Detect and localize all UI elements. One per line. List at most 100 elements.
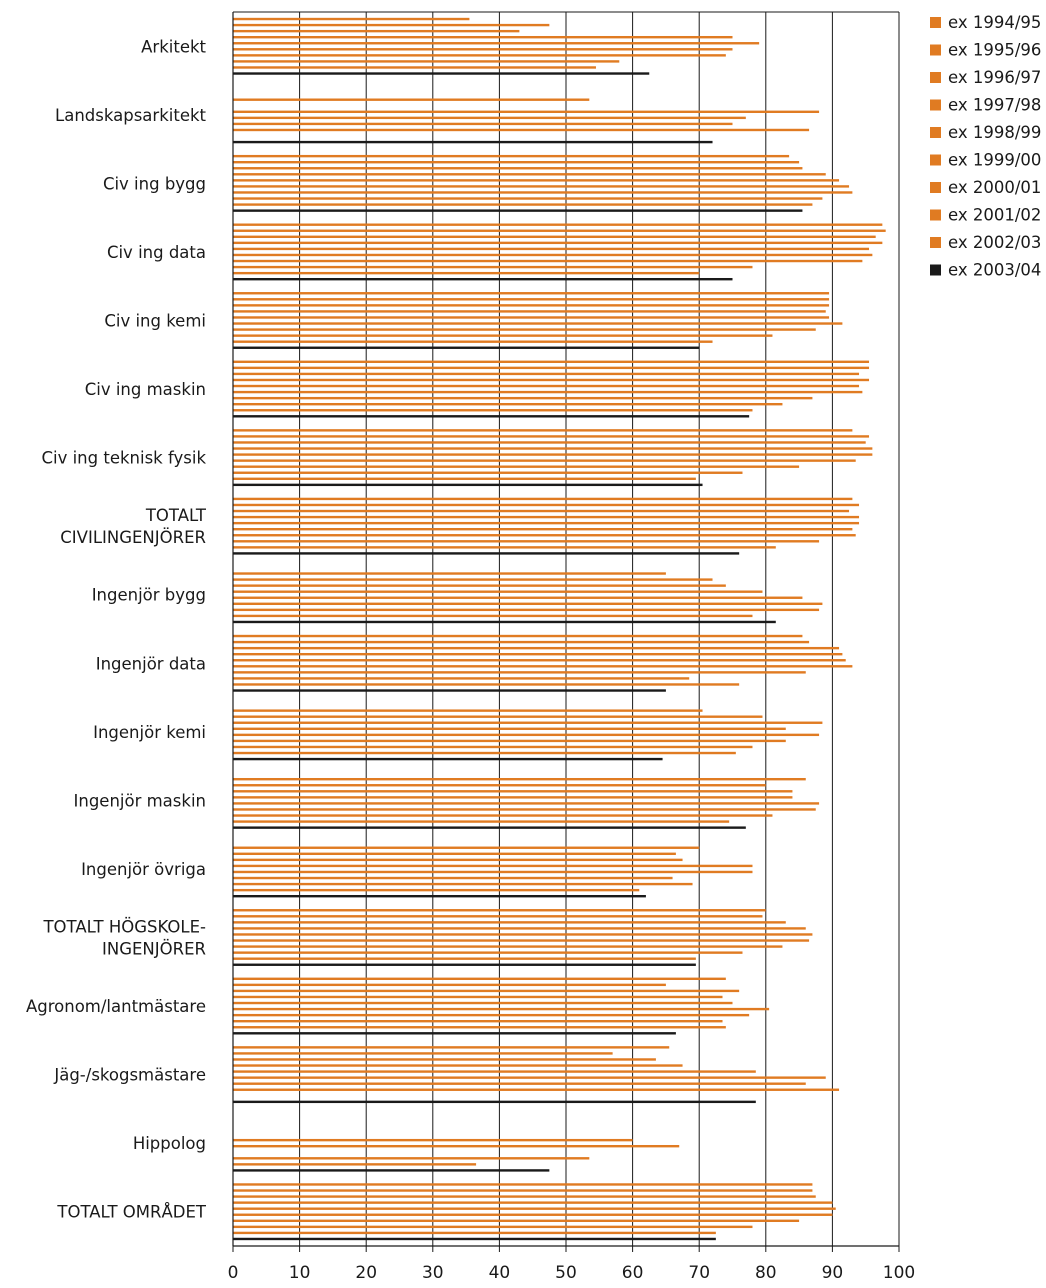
x-tick-label: 20 — [355, 1263, 377, 1283]
bar — [233, 1019, 723, 1023]
bar — [233, 1100, 756, 1104]
bar — [233, 659, 846, 662]
bar — [233, 689, 666, 692]
bar — [233, 298, 830, 301]
bar — [233, 864, 753, 868]
bar — [233, 48, 733, 51]
bar — [233, 846, 700, 849]
bar — [233, 709, 703, 712]
bar — [233, 497, 853, 501]
category-label: Ingenjör maskin — [74, 791, 207, 810]
bar — [233, 1026, 726, 1029]
legend-label: ex 1996/97 — [948, 68, 1041, 87]
bar — [233, 578, 713, 581]
bar — [233, 888, 640, 892]
bar — [233, 17, 470, 21]
bar — [233, 503, 860, 507]
legend-label: ex 1994/95 — [948, 13, 1041, 32]
x-tick-label: 100 — [883, 1263, 915, 1283]
bar — [233, 596, 803, 599]
bar — [233, 173, 826, 176]
bar — [233, 808, 816, 811]
bar — [233, 802, 820, 805]
bar — [233, 122, 733, 126]
bar — [233, 540, 820, 543]
bar — [233, 23, 550, 27]
bar — [233, 945, 783, 948]
bar — [233, 42, 760, 45]
category-label: Civ ing data — [107, 243, 206, 262]
bar — [233, 247, 870, 251]
bar — [233, 346, 700, 349]
bar — [233, 1007, 770, 1011]
bar — [233, 98, 590, 101]
category-label: Ingenjör data — [96, 654, 206, 673]
category-label: Landskapsarkitekt — [55, 106, 206, 125]
bar — [233, 1225, 753, 1229]
bar — [233, 1088, 840, 1091]
x-tick-label: 90 — [822, 1263, 844, 1283]
bar — [233, 777, 806, 781]
bar — [233, 1231, 716, 1235]
legend-swatch — [930, 237, 941, 248]
bar — [233, 328, 816, 331]
x-tick-label: 10 — [289, 1263, 311, 1283]
bar — [233, 1013, 750, 1017]
bar — [233, 435, 870, 438]
bar — [233, 1157, 590, 1160]
bar — [233, 852, 676, 856]
category-label: Civ ing kemi — [104, 312, 206, 331]
bar — [233, 534, 856, 537]
bar — [233, 1195, 816, 1198]
bar — [233, 515, 860, 519]
bar — [233, 1032, 676, 1035]
bar — [233, 167, 803, 170]
bar — [233, 983, 666, 987]
legend-swatch — [930, 264, 941, 276]
bar — [233, 235, 876, 239]
bar — [233, 882, 693, 886]
bar — [233, 784, 766, 787]
category-label: Agronom/lantmästare — [26, 997, 206, 1016]
bar — [233, 951, 743, 954]
bar — [233, 265, 753, 269]
bar — [233, 640, 810, 644]
bar — [233, 1070, 756, 1073]
bar — [233, 66, 596, 69]
bar — [233, 876, 673, 880]
bar — [233, 590, 763, 593]
bar — [233, 334, 773, 337]
bar — [233, 727, 786, 731]
x-tick-label: 50 — [555, 1263, 577, 1283]
category-label: Ingenjör bygg — [92, 586, 206, 605]
x-tick-label: 30 — [422, 1263, 444, 1283]
bar — [233, 384, 860, 388]
x-tick-label: 60 — [622, 1263, 644, 1283]
legend-swatch — [930, 127, 941, 138]
bar — [233, 646, 840, 650]
category-label: Civ ing bygg — [103, 174, 206, 193]
bar — [233, 453, 873, 456]
bar — [233, 304, 830, 307]
bar — [233, 409, 753, 412]
bar — [233, 390, 863, 394]
bar — [233, 35, 733, 39]
bar — [233, 620, 776, 624]
bar — [233, 677, 690, 680]
bar — [233, 1052, 613, 1055]
bar — [233, 54, 726, 57]
bar — [233, 185, 850, 188]
bar — [233, 259, 863, 263]
bar — [233, 721, 823, 724]
bar — [233, 814, 773, 817]
bar — [233, 1064, 683, 1067]
bar — [233, 826, 746, 829]
bar-series — [233, 17, 886, 1241]
bar — [233, 757, 663, 761]
bar — [233, 160, 800, 164]
bar — [233, 471, 743, 474]
bar — [233, 1213, 833, 1216]
bar — [233, 1058, 656, 1061]
legend-label: ex 1999/00 — [948, 151, 1041, 170]
bar — [233, 429, 853, 432]
